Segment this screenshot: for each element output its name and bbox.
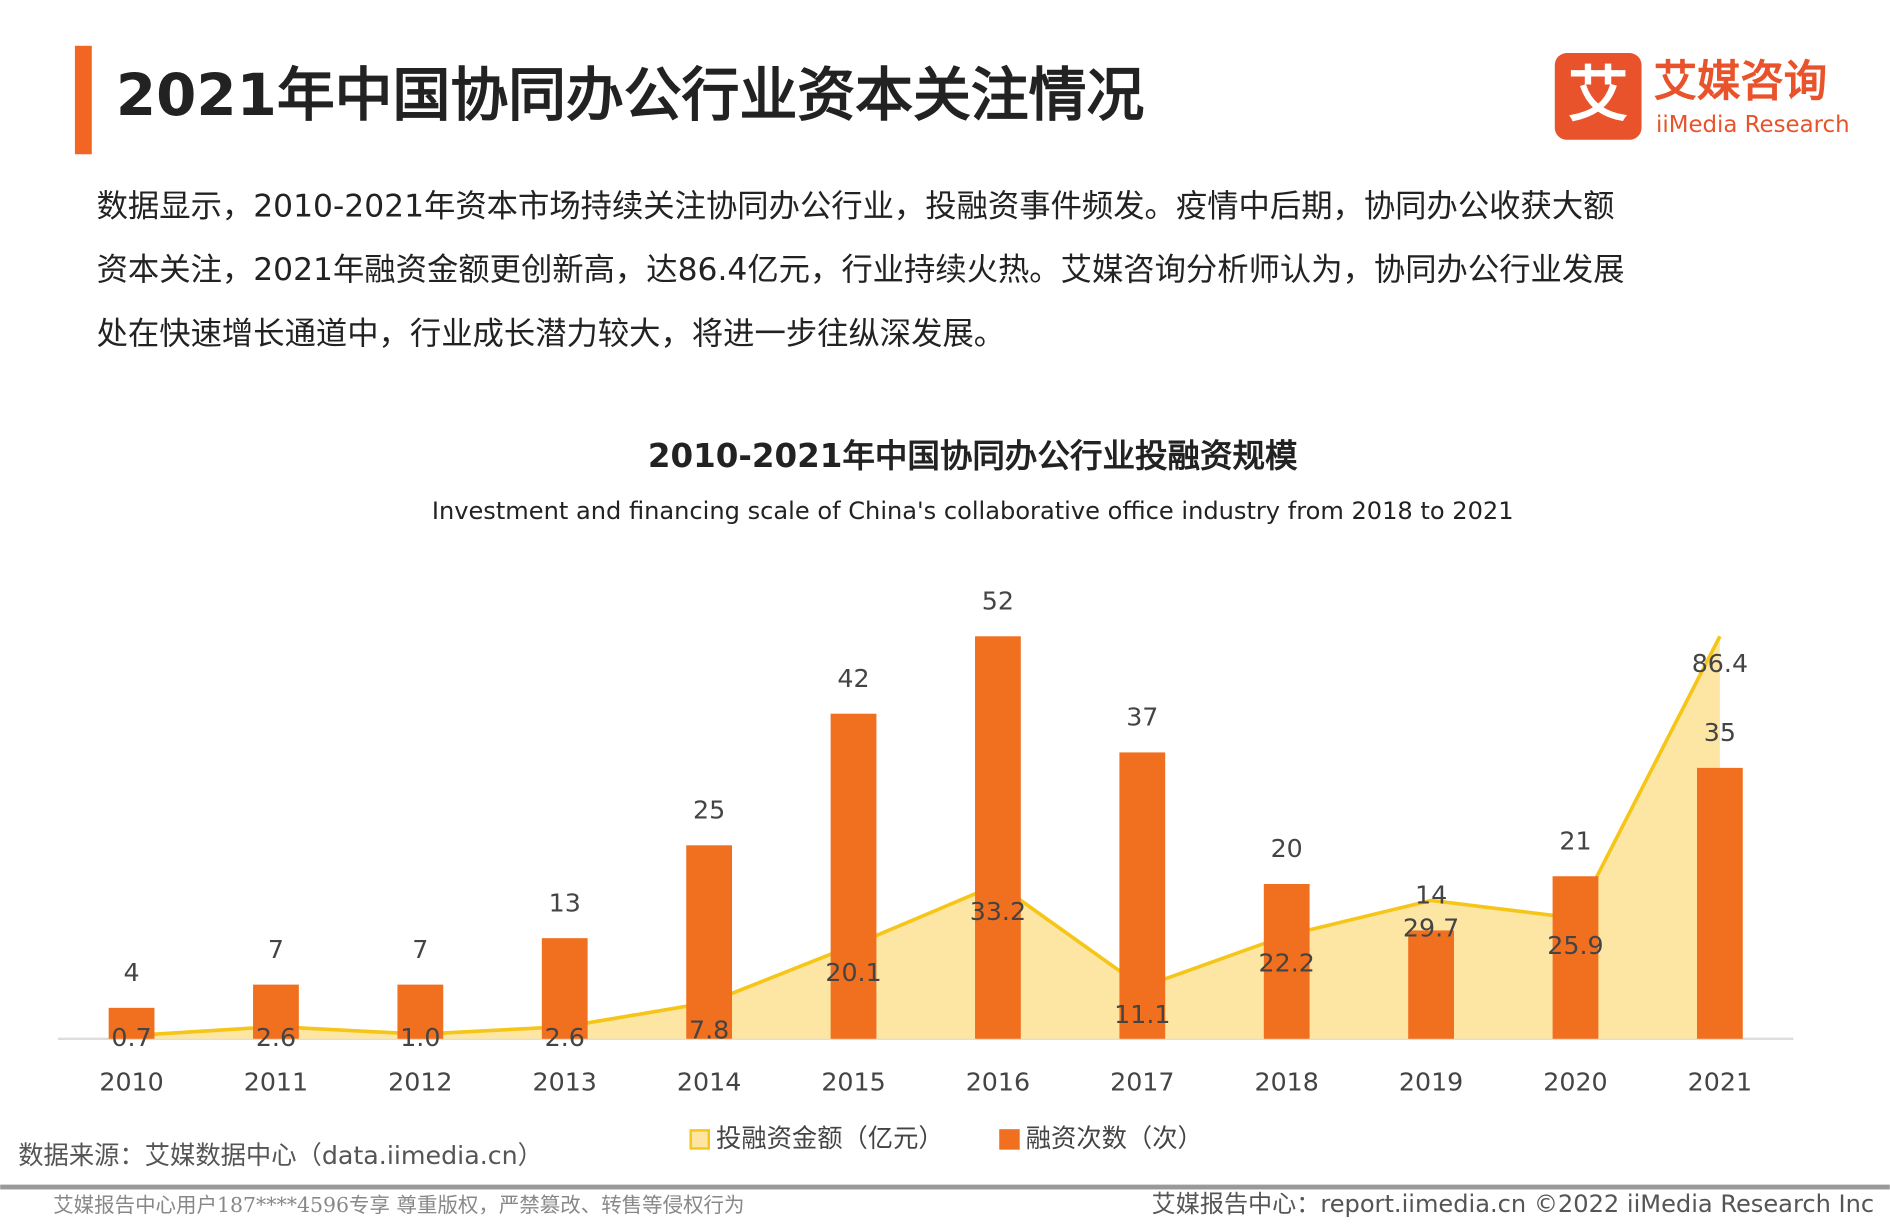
- bar: [397, 984, 444, 1039]
- bar-value-label: 4: [124, 958, 140, 987]
- bar-value-label: 52: [982, 587, 1014, 616]
- area-value-label: 0.7: [111, 1023, 151, 1052]
- area-value-label: 29.7: [1403, 913, 1459, 942]
- page-title: 2021年中国协同办公行业资本关注情况: [116, 61, 1144, 129]
- bar: [1408, 930, 1454, 1039]
- bar-value-label: 37: [1126, 703, 1158, 732]
- bar: [830, 713, 877, 1039]
- x-tick-label: 2015: [821, 1067, 885, 1096]
- title-accent: [74, 45, 92, 155]
- x-tick-label: 2020: [1543, 1067, 1607, 1096]
- x-tick-label: 2017: [1110, 1067, 1174, 1096]
- bar-value-label: 7: [412, 935, 428, 964]
- bar: [975, 636, 1021, 1039]
- area-value-label: 25.9: [1547, 931, 1603, 960]
- area-value-label: 22.2: [1259, 948, 1315, 977]
- logo-cn: 艾媒咨询: [1654, 57, 1828, 107]
- area-value-label: 20.1: [825, 958, 881, 987]
- bar: [108, 1007, 155, 1039]
- bar: [253, 984, 299, 1039]
- x-tick-label: 2021: [1688, 1067, 1752, 1096]
- x-tick-label: 2016: [966, 1067, 1030, 1096]
- bar-value-label: 13: [549, 888, 581, 917]
- chart-subtitle: Investment and financing scale of China'…: [432, 497, 1514, 525]
- bar: [541, 938, 588, 1039]
- x-tick-label: 2011: [244, 1067, 308, 1096]
- x-tick-label: 2012: [388, 1067, 452, 1096]
- bar-value-label: 20: [1271, 834, 1303, 863]
- paragraph-line: 数据显示，2010-2021年资本市场持续关注协同办公行业，投融资事件频发。疫情…: [97, 188, 1615, 224]
- x-tick-label: 2019: [1399, 1067, 1463, 1096]
- x-tick-label: 2010: [99, 1067, 163, 1096]
- legend-label: 投融资金额（亿元）: [716, 1124, 944, 1153]
- bar-value-label: 14: [1415, 881, 1447, 910]
- bar: [1696, 767, 1743, 1039]
- area-line: [131, 635, 1722, 1038]
- source: 数据来源：艾媒数据中心（data.iimedia.cn）: [18, 1141, 543, 1170]
- legend-label: 融资次数（次）: [1026, 1124, 1203, 1153]
- footer-rule: [0, 1184, 1890, 1190]
- area-value-label: 1.0: [400, 1023, 440, 1052]
- area-value-label: 2.6: [545, 1023, 585, 1052]
- bar-value-label: 35: [1704, 718, 1736, 747]
- area-fill: [131, 636, 1720, 1039]
- footer-left: 艾媒报告中心用户187****4596专享 尊重版权，严禁篡改、转售等侵权行为: [53, 1193, 744, 1217]
- logo-en: iiMedia Research: [1656, 112, 1850, 138]
- area-value-label: 11.1: [1114, 1000, 1170, 1029]
- bar-value-label: 7: [268, 935, 284, 964]
- legend-swatch: [689, 1129, 711, 1150]
- x-tick-label: 2014: [677, 1067, 741, 1096]
- x-tick-label: 2018: [1255, 1067, 1319, 1096]
- paragraph-line: 资本关注，2021年融资金额更创新高，达86.4亿元，行业持续火热。艾媒咨询分析…: [97, 252, 1625, 288]
- logo-mark: 艾: [1568, 60, 1628, 130]
- bar-value-label: 42: [837, 664, 869, 693]
- area-value-label: 86.4: [1692, 649, 1748, 678]
- bar: [1263, 883, 1310, 1039]
- bar-value-label: 25: [693, 796, 725, 825]
- area-value-label: 2.6: [256, 1023, 296, 1052]
- x-tick-label: 2013: [533, 1067, 597, 1096]
- bar: [686, 845, 733, 1039]
- chart-title: 2010-2021年中国协同办公行业投融资规模: [648, 437, 1298, 475]
- logo-box: [1554, 53, 1642, 140]
- paragraph-line: 处在快速增长通道中，行业成长潜力较大，将进一步往纵深发展。: [97, 316, 1006, 352]
- bar-value-label: 21: [1559, 827, 1591, 856]
- bar: [1552, 876, 1599, 1039]
- area-value-label: 7.8: [689, 1015, 729, 1044]
- footer-right: 艾媒报告中心：report.iimedia.cn ©2022 iiMedia R…: [1152, 1190, 1874, 1218]
- area-value-label: 33.2: [970, 897, 1026, 926]
- bar: [1119, 752, 1166, 1039]
- legend-swatch: [999, 1129, 1020, 1150]
